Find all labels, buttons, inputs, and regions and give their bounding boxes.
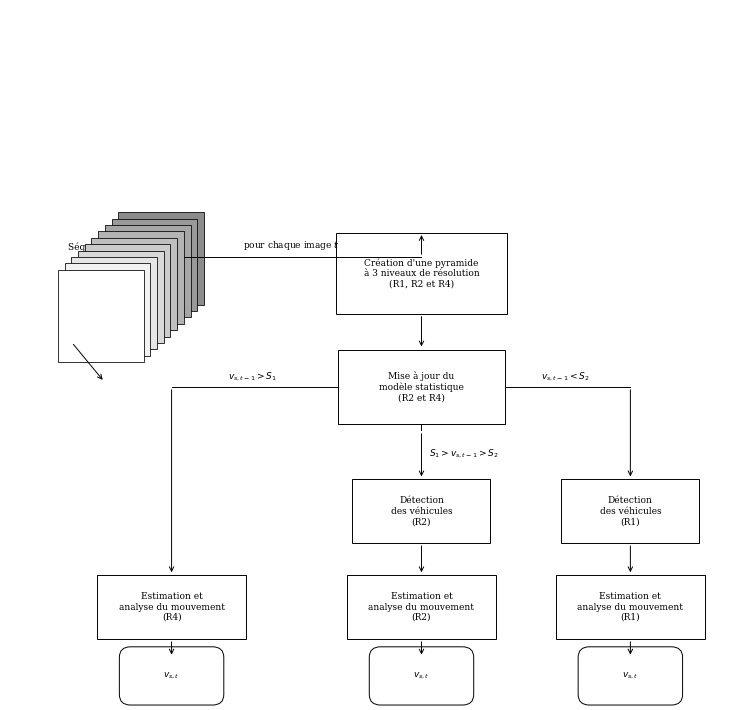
- FancyBboxPatch shape: [562, 479, 700, 543]
- Text: Détection
des véhicules
(R1): Détection des véhicules (R1): [600, 496, 661, 526]
- Bar: [112, 219, 197, 311]
- Text: Estimation et
analyse du mouvement
(R2): Estimation et analyse du mouvement (R2): [369, 592, 474, 622]
- Text: Séquence vidéo: Séquence vidéo: [68, 243, 141, 252]
- FancyBboxPatch shape: [369, 647, 474, 705]
- Bar: [104, 225, 191, 317]
- Text: Estimation et
analyse du mouvement
(R1): Estimation et analyse du mouvement (R1): [577, 592, 683, 622]
- Bar: [78, 251, 164, 343]
- Text: $v_{s,t-1} < S_2$: $v_{s,t-1} < S_2$: [542, 371, 589, 383]
- FancyBboxPatch shape: [336, 233, 507, 314]
- FancyBboxPatch shape: [578, 647, 683, 705]
- Bar: [65, 263, 151, 356]
- Text: Création d'une pyramide
à 3 niveaux de résolution
(R1, R2 et R4): Création d'une pyramide à 3 niveaux de r…: [363, 258, 480, 288]
- FancyBboxPatch shape: [352, 479, 491, 543]
- Text: Estimation et
analyse du mouvement
(R4): Estimation et analyse du mouvement (R4): [119, 592, 225, 622]
- Text: $v_{s,t}$: $v_{s,t}$: [622, 671, 639, 681]
- Text: pour chaque image $t$: pour chaque image $t$: [242, 239, 339, 252]
- Text: $v_{s,t}$: $v_{s,t}$: [163, 671, 180, 681]
- Text: Mise à jour du
modèle statistique
(R2 et R4): Mise à jour du modèle statistique (R2 et…: [379, 371, 464, 403]
- Bar: [72, 257, 157, 349]
- FancyBboxPatch shape: [556, 575, 705, 639]
- FancyBboxPatch shape: [119, 647, 224, 705]
- Bar: [85, 244, 170, 337]
- FancyBboxPatch shape: [337, 349, 506, 424]
- Bar: [98, 231, 184, 324]
- Text: $v_{s,t-1} > S_1$: $v_{s,t-1} > S_1$: [228, 371, 277, 383]
- FancyBboxPatch shape: [347, 575, 496, 639]
- Bar: [118, 212, 204, 305]
- Text: $S_1 > v_{s,t-1} > S_2$: $S_1 > v_{s,t-1} > S_2$: [429, 447, 498, 459]
- Text: $v_{s,t}$: $v_{s,t}$: [413, 671, 430, 681]
- FancyBboxPatch shape: [97, 575, 246, 639]
- Bar: [92, 238, 178, 330]
- Text: Détection
des véhicules
(R2): Détection des véhicules (R2): [391, 496, 452, 526]
- Bar: [58, 270, 144, 362]
- Text: $t$: $t$: [61, 329, 67, 339]
